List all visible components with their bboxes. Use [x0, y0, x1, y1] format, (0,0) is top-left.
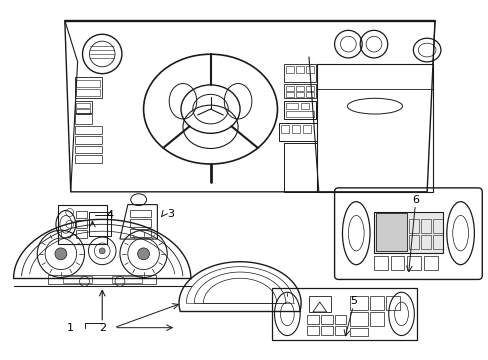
Bar — [129, 210, 151, 217]
Bar — [320, 326, 332, 334]
Bar — [89, 212, 111, 236]
Bar — [286, 66, 294, 73]
Bar — [369, 296, 383, 310]
Bar — [305, 66, 313, 73]
Bar — [75, 156, 102, 163]
Bar — [320, 315, 332, 324]
Bar — [76, 80, 100, 87]
Bar — [349, 328, 367, 336]
Text: 2: 2 — [99, 323, 105, 333]
Bar — [48, 275, 156, 284]
Bar — [296, 93, 304, 97]
Bar — [286, 93, 294, 97]
Bar — [349, 296, 367, 310]
Bar — [373, 212, 442, 253]
Text: 6: 6 — [411, 195, 418, 205]
Bar — [271, 288, 416, 339]
Bar — [306, 326, 318, 334]
Bar — [296, 86, 304, 91]
Bar — [423, 256, 437, 270]
Ellipse shape — [55, 248, 67, 260]
Bar — [420, 219, 430, 233]
Bar — [349, 312, 367, 326]
Text: 5: 5 — [349, 296, 356, 306]
Bar — [112, 275, 142, 283]
Bar — [334, 315, 346, 324]
Bar — [390, 256, 404, 270]
Bar — [305, 86, 313, 91]
Text: 1: 1 — [67, 323, 74, 333]
Bar — [334, 326, 346, 334]
Text: 3: 3 — [167, 210, 174, 220]
Bar — [76, 211, 87, 219]
Bar — [432, 235, 442, 249]
Bar — [63, 275, 92, 283]
Bar — [76, 109, 90, 114]
Bar — [292, 125, 300, 133]
Bar — [296, 66, 304, 73]
Bar — [308, 296, 330, 312]
Bar — [375, 213, 407, 251]
Bar — [420, 235, 430, 249]
Bar — [75, 136, 102, 144]
Bar — [373, 256, 387, 270]
Bar — [286, 111, 313, 117]
Bar — [408, 219, 418, 233]
Bar — [284, 101, 315, 119]
Bar — [385, 296, 399, 310]
Bar — [306, 315, 318, 324]
Bar — [286, 86, 294, 91]
Bar — [76, 103, 90, 108]
Bar — [369, 312, 383, 326]
Bar — [281, 125, 289, 133]
Bar — [75, 101, 92, 113]
Bar — [284, 64, 315, 82]
Bar — [407, 256, 420, 270]
Bar — [129, 229, 151, 237]
Bar — [76, 230, 87, 238]
Bar — [432, 219, 442, 233]
Bar — [408, 235, 418, 249]
Bar — [75, 77, 102, 98]
Bar — [284, 85, 315, 98]
Bar — [58, 204, 107, 244]
Bar — [316, 64, 432, 192]
Bar — [301, 103, 308, 109]
Bar — [303, 125, 310, 133]
Bar — [305, 93, 313, 97]
Bar — [129, 219, 151, 227]
Ellipse shape — [138, 248, 149, 260]
Bar — [286, 103, 298, 109]
Bar — [76, 220, 87, 228]
Text: 4: 4 — [106, 211, 113, 220]
Bar — [75, 126, 102, 134]
Ellipse shape — [99, 248, 105, 254]
Bar — [279, 123, 316, 141]
Bar — [76, 89, 100, 96]
Bar — [75, 114, 92, 124]
Bar — [75, 145, 102, 153]
